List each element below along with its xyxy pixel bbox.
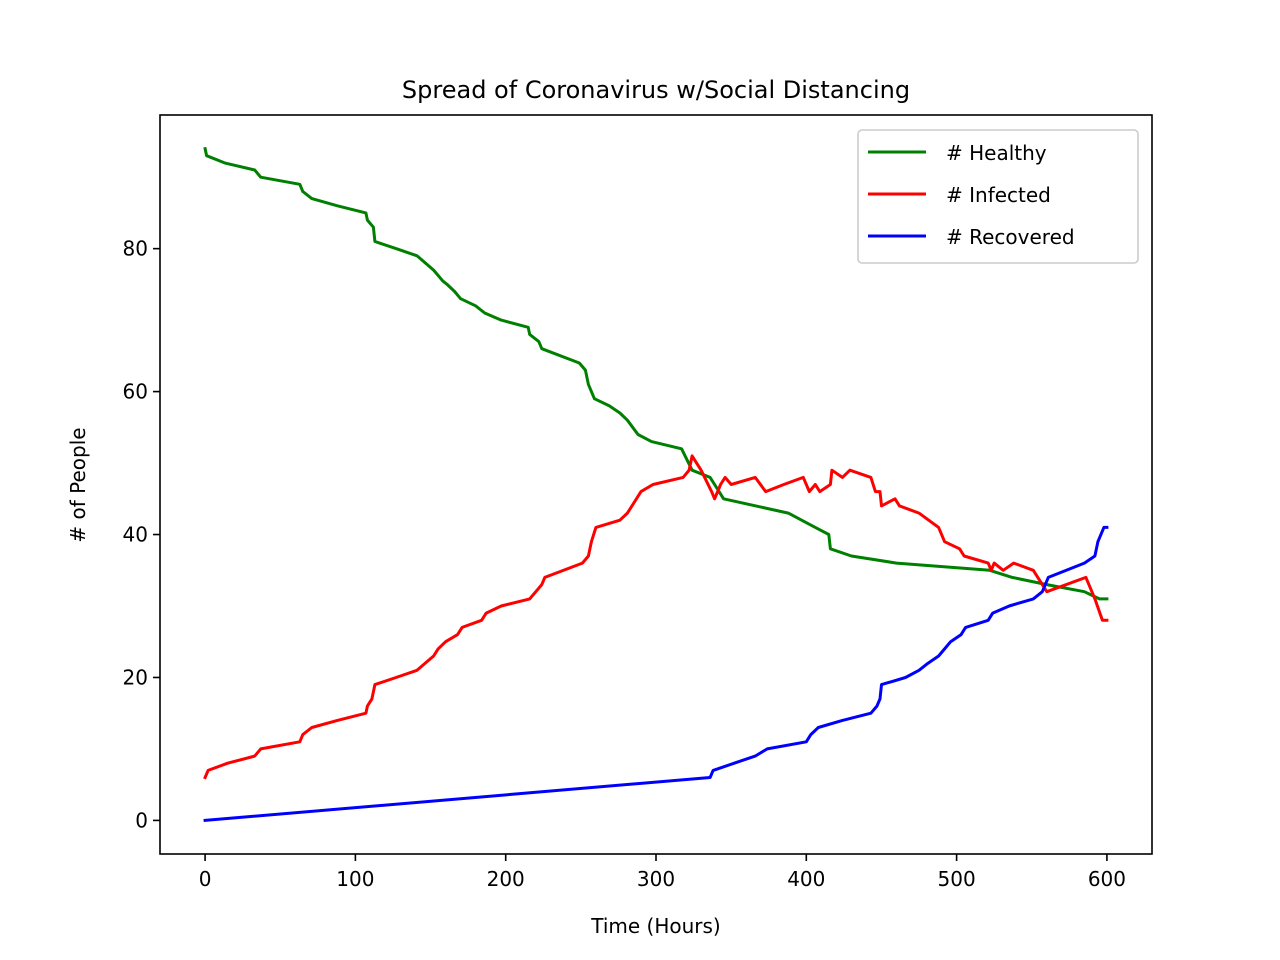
legend-label-recovered: # Recovered [946, 225, 1075, 249]
y-tick-label: 60 [123, 380, 148, 404]
y-axis-label: # of People [66, 427, 90, 542]
x-axis-ticks: 0 100 200 300 400 500 600 [199, 854, 1126, 891]
y-tick-label: 40 [123, 523, 148, 547]
x-axis-label: Time (Hours) [590, 914, 721, 938]
x-tick-label: 100 [336, 867, 374, 891]
x-tick-label: 200 [487, 867, 525, 891]
legend-label-infected: # Infected [946, 183, 1051, 207]
legend-box [857, 129, 1139, 264]
y-tick-label: 80 [123, 237, 148, 261]
series-line-healthy [203, 146, 1109, 601]
y-tick-label: 0 [135, 808, 148, 832]
series-line-infected [203, 454, 1109, 780]
x-tick-label: 0 [199, 867, 212, 891]
legend-label-healthy: # Healthy [946, 141, 1047, 165]
y-axis-ticks: 0 20 40 60 80 [123, 237, 160, 832]
y-tick-label: 20 [123, 665, 148, 689]
x-tick-label: 500 [938, 867, 976, 891]
legend: # Healthy # Infected # Recovered [857, 129, 1139, 264]
plot-lines [203, 146, 1109, 823]
x-tick-label: 600 [1088, 867, 1126, 891]
x-tick-label: 300 [637, 867, 675, 891]
chart-title: Spread of Coronavirus w/Social Distancin… [402, 76, 910, 104]
x-tick-label: 400 [787, 867, 825, 891]
series-line-recovered [203, 525, 1109, 823]
